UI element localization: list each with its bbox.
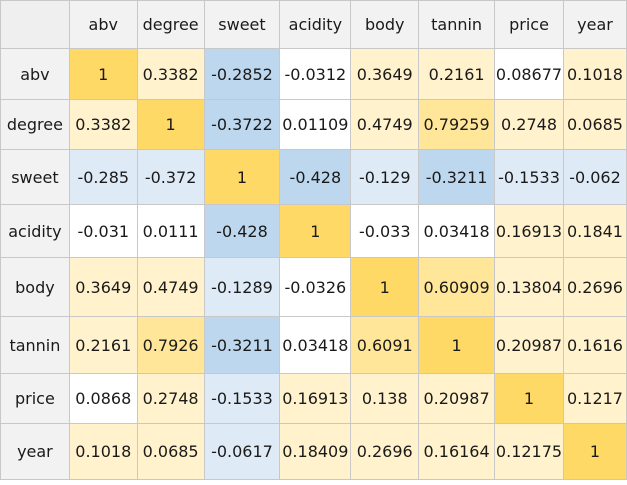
- correlation-cell[interactable]: 1: [203, 149, 281, 205]
- correlation-cell[interactable]: 1: [136, 99, 205, 150]
- correlation-cell[interactable]: -0.0312: [279, 48, 352, 100]
- correlation-cell[interactable]: -0.3722: [203, 99, 281, 150]
- row-header[interactable]: tannin: [0, 316, 70, 374]
- correlation-cell[interactable]: 0.18409: [279, 423, 352, 480]
- correlation-cell[interactable]: 0.4749: [136, 257, 205, 317]
- correlation-cell[interactable]: 1: [350, 257, 420, 317]
- column-header[interactable]: price: [494, 0, 564, 49]
- correlation-cell[interactable]: -0.285: [68, 149, 138, 205]
- correlation-cell[interactable]: -0.2852: [203, 48, 281, 100]
- correlation-cell[interactable]: -0.3211: [203, 316, 281, 374]
- correlation-cell[interactable]: 0.6091: [350, 316, 420, 374]
- table-row: sweet -0.285 -0.372 1 -0.428 -0.129 -0.3211 -0.…: [0, 149, 627, 205]
- corner-cell[interactable]: [0, 0, 70, 49]
- correlation-cell[interactable]: 0.60909: [418, 257, 496, 317]
- correlation-cell[interactable]: 0.1616: [563, 316, 627, 374]
- correlation-cell[interactable]: 0.13804: [494, 257, 564, 317]
- correlation-cell[interactable]: -0.129: [350, 149, 420, 205]
- correlation-cell[interactable]: 0.2748: [494, 99, 564, 150]
- row-header[interactable]: sweet: [0, 149, 70, 205]
- correlation-cell[interactable]: 0.7926: [136, 316, 205, 374]
- correlation-cell[interactable]: -0.0326: [279, 257, 352, 317]
- table-row: degree 0.3382 1 -0.3722 0.01109 0.4749 0.79259…: [0, 99, 627, 150]
- correlation-cell[interactable]: 0.1841: [563, 204, 627, 258]
- correlation-cell[interactable]: 1: [494, 373, 564, 424]
- row-header[interactable]: year: [0, 423, 70, 480]
- table-row: abv 1 0.3382 -0.2852 -0.0312 0.3649 0.2161 0.08…: [0, 48, 627, 100]
- correlation-cell[interactable]: 0.12175: [494, 423, 564, 480]
- correlation-cell[interactable]: 0.3382: [68, 99, 138, 150]
- row-header[interactable]: price: [0, 373, 70, 424]
- correlation-cell[interactable]: 0.3382: [136, 48, 205, 100]
- column-header[interactable]: sweet: [203, 0, 281, 49]
- correlation-cell[interactable]: 0.79259: [418, 99, 496, 150]
- correlation-cell[interactable]: 1: [563, 423, 627, 480]
- correlation-cell[interactable]: 0.3649: [68, 257, 138, 317]
- correlation-cell[interactable]: -0.3211: [418, 149, 496, 205]
- column-header[interactable]: abv: [68, 0, 138, 49]
- row-header[interactable]: degree: [0, 99, 70, 150]
- correlation-cell[interactable]: 0.1018: [563, 48, 627, 100]
- correlation-cell[interactable]: 0.20987: [494, 316, 564, 374]
- correlation-cell[interactable]: -0.033: [350, 204, 420, 258]
- correlation-cell[interactable]: -0.0617: [203, 423, 281, 480]
- row-header[interactable]: acidity: [0, 204, 70, 258]
- correlation-cell[interactable]: -0.1289: [203, 257, 281, 317]
- correlation-cell[interactable]: 0.0111: [136, 204, 205, 258]
- header-row: abv degree sweet acidity body tannin pri…: [0, 0, 627, 49]
- correlation-cell[interactable]: -0.1533: [494, 149, 564, 205]
- column-header[interactable]: acidity: [279, 0, 352, 49]
- correlation-cell[interactable]: 0.03418: [418, 204, 496, 258]
- table-row: year 0.1018 0.0685 -0.0617 0.18409 0.2696 0.16…: [0, 423, 627, 480]
- table-row: tannin 0.2161 0.7926 -0.3211 0.03418 0.6091 1 0…: [0, 316, 627, 374]
- correlation-cell[interactable]: 1: [68, 48, 138, 100]
- correlation-cell[interactable]: 0.16164: [418, 423, 496, 480]
- correlation-cell[interactable]: -0.1533: [203, 373, 281, 424]
- correlation-cell[interactable]: 1: [279, 204, 352, 258]
- correlation-cell[interactable]: 0.0685: [136, 423, 205, 480]
- correlation-cell[interactable]: 0.0868: [68, 373, 138, 424]
- column-header[interactable]: year: [563, 0, 627, 49]
- correlation-cell[interactable]: 0.08677: [494, 48, 564, 100]
- correlation-cell[interactable]: 0.2748: [136, 373, 205, 424]
- column-header[interactable]: body: [350, 0, 420, 49]
- correlation-cell[interactable]: -0.428: [279, 149, 352, 205]
- correlation-cell[interactable]: -0.031: [68, 204, 138, 258]
- correlation-cell[interactable]: 0.2161: [68, 316, 138, 374]
- correlation-cell[interactable]: 0.2161: [418, 48, 496, 100]
- correlation-cell[interactable]: 0.4749: [350, 99, 420, 150]
- correlation-cell[interactable]: -0.062: [563, 149, 627, 205]
- correlation-cell[interactable]: 1: [418, 316, 496, 374]
- column-header[interactable]: degree: [136, 0, 205, 49]
- table-row: acidity -0.031 0.0111 -0.428 1 -0.033 0.03418 0…: [0, 204, 627, 258]
- table-row: body 0.3649 0.4749 -0.1289 -0.0326 1 0.60909 0.…: [0, 257, 627, 317]
- correlation-cell[interactable]: 0.0685: [563, 99, 627, 150]
- row-header[interactable]: abv: [0, 48, 70, 100]
- correlation-cell[interactable]: 0.3649: [350, 48, 420, 100]
- correlation-cell[interactable]: 0.2696: [563, 257, 627, 317]
- correlation-cell[interactable]: 0.1018: [68, 423, 138, 480]
- correlation-cell[interactable]: -0.428: [203, 204, 281, 258]
- correlation-cell[interactable]: 0.1217: [563, 373, 627, 424]
- column-header[interactable]: tannin: [418, 0, 496, 49]
- correlation-cell[interactable]: 0.03418: [279, 316, 352, 374]
- correlation-cell[interactable]: 0.2696: [350, 423, 420, 480]
- correlation-cell[interactable]: 0.20987: [418, 373, 496, 424]
- row-header[interactable]: body: [0, 257, 70, 317]
- correlation-cell[interactable]: 0.138: [350, 373, 420, 424]
- correlation-cell[interactable]: -0.372: [136, 149, 205, 205]
- correlation-cell[interactable]: 0.16913: [494, 204, 564, 258]
- table-row: price 0.0868 0.2748 -0.1533 0.16913 0.138 0.20…: [0, 373, 627, 424]
- correlation-cell[interactable]: 0.16913: [279, 373, 352, 424]
- correlation-cell[interactable]: 0.01109: [279, 99, 352, 150]
